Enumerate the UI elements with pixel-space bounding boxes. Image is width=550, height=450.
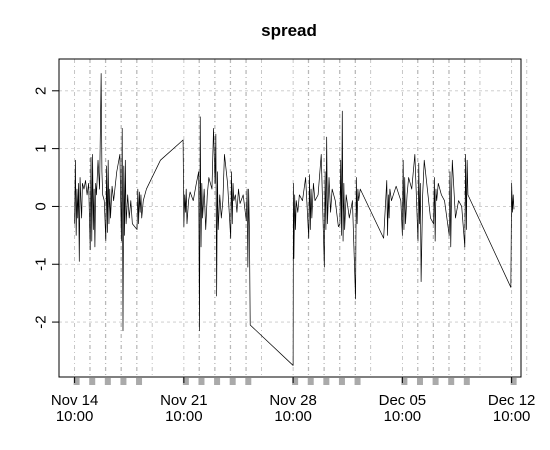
- plot-frame: [58, 58, 522, 378]
- day-marker: [354, 378, 361, 385]
- x-tick-label-date: Dec 12: [488, 392, 536, 409]
- day-marker: [432, 378, 439, 385]
- x-tick-label-time: 10:00: [493, 408, 531, 425]
- y-tick-label: 2: [32, 87, 49, 95]
- y-tick-label: 0: [32, 202, 49, 210]
- day-marker: [323, 378, 330, 385]
- day-marker: [307, 378, 314, 385]
- day-marker: [416, 378, 423, 385]
- x-tick-label-time: 10:00: [274, 408, 312, 425]
- x-tick-label-time: 10:00: [56, 408, 94, 425]
- x-tick-label-date: Nov 21: [160, 392, 208, 409]
- day-marker: [136, 378, 143, 385]
- day-marker: [104, 378, 111, 385]
- x-tick-label-date: Dec 05: [379, 392, 427, 409]
- x-tick-label-date: Nov 28: [269, 392, 317, 409]
- day-marker: [245, 378, 252, 385]
- day-marker: [292, 378, 299, 385]
- day-marker: [182, 378, 189, 385]
- x-tick-label-time: 10:00: [384, 408, 422, 425]
- y-tick-label: -2: [32, 315, 49, 328]
- y-axis: -2 -1 0 1 2: [32, 87, 59, 329]
- day-marker: [198, 378, 205, 385]
- x-tick-label-date: Nov 14: [51, 392, 99, 409]
- day-marker: [448, 378, 455, 385]
- day-marker: [510, 378, 517, 385]
- day-marker: [120, 378, 127, 385]
- session-gridlines: [74, 59, 528, 377]
- chart-title: spread: [261, 21, 317, 40]
- horizontal-grid: [59, 90, 521, 323]
- day-marker: [229, 378, 236, 385]
- day-marker: [401, 378, 408, 385]
- x-tick-label-time: 10:00: [165, 408, 203, 425]
- day-marker: [338, 378, 345, 385]
- y-tick-label: -1: [32, 258, 49, 271]
- day-markers: [73, 378, 517, 385]
- y-tick-label: 1: [32, 144, 49, 152]
- day-marker: [73, 378, 80, 385]
- series-layer: [74, 73, 515, 366]
- day-marker: [463, 378, 470, 385]
- day-marker: [214, 378, 221, 385]
- series-line-0: [74, 73, 515, 366]
- day-marker: [89, 378, 96, 385]
